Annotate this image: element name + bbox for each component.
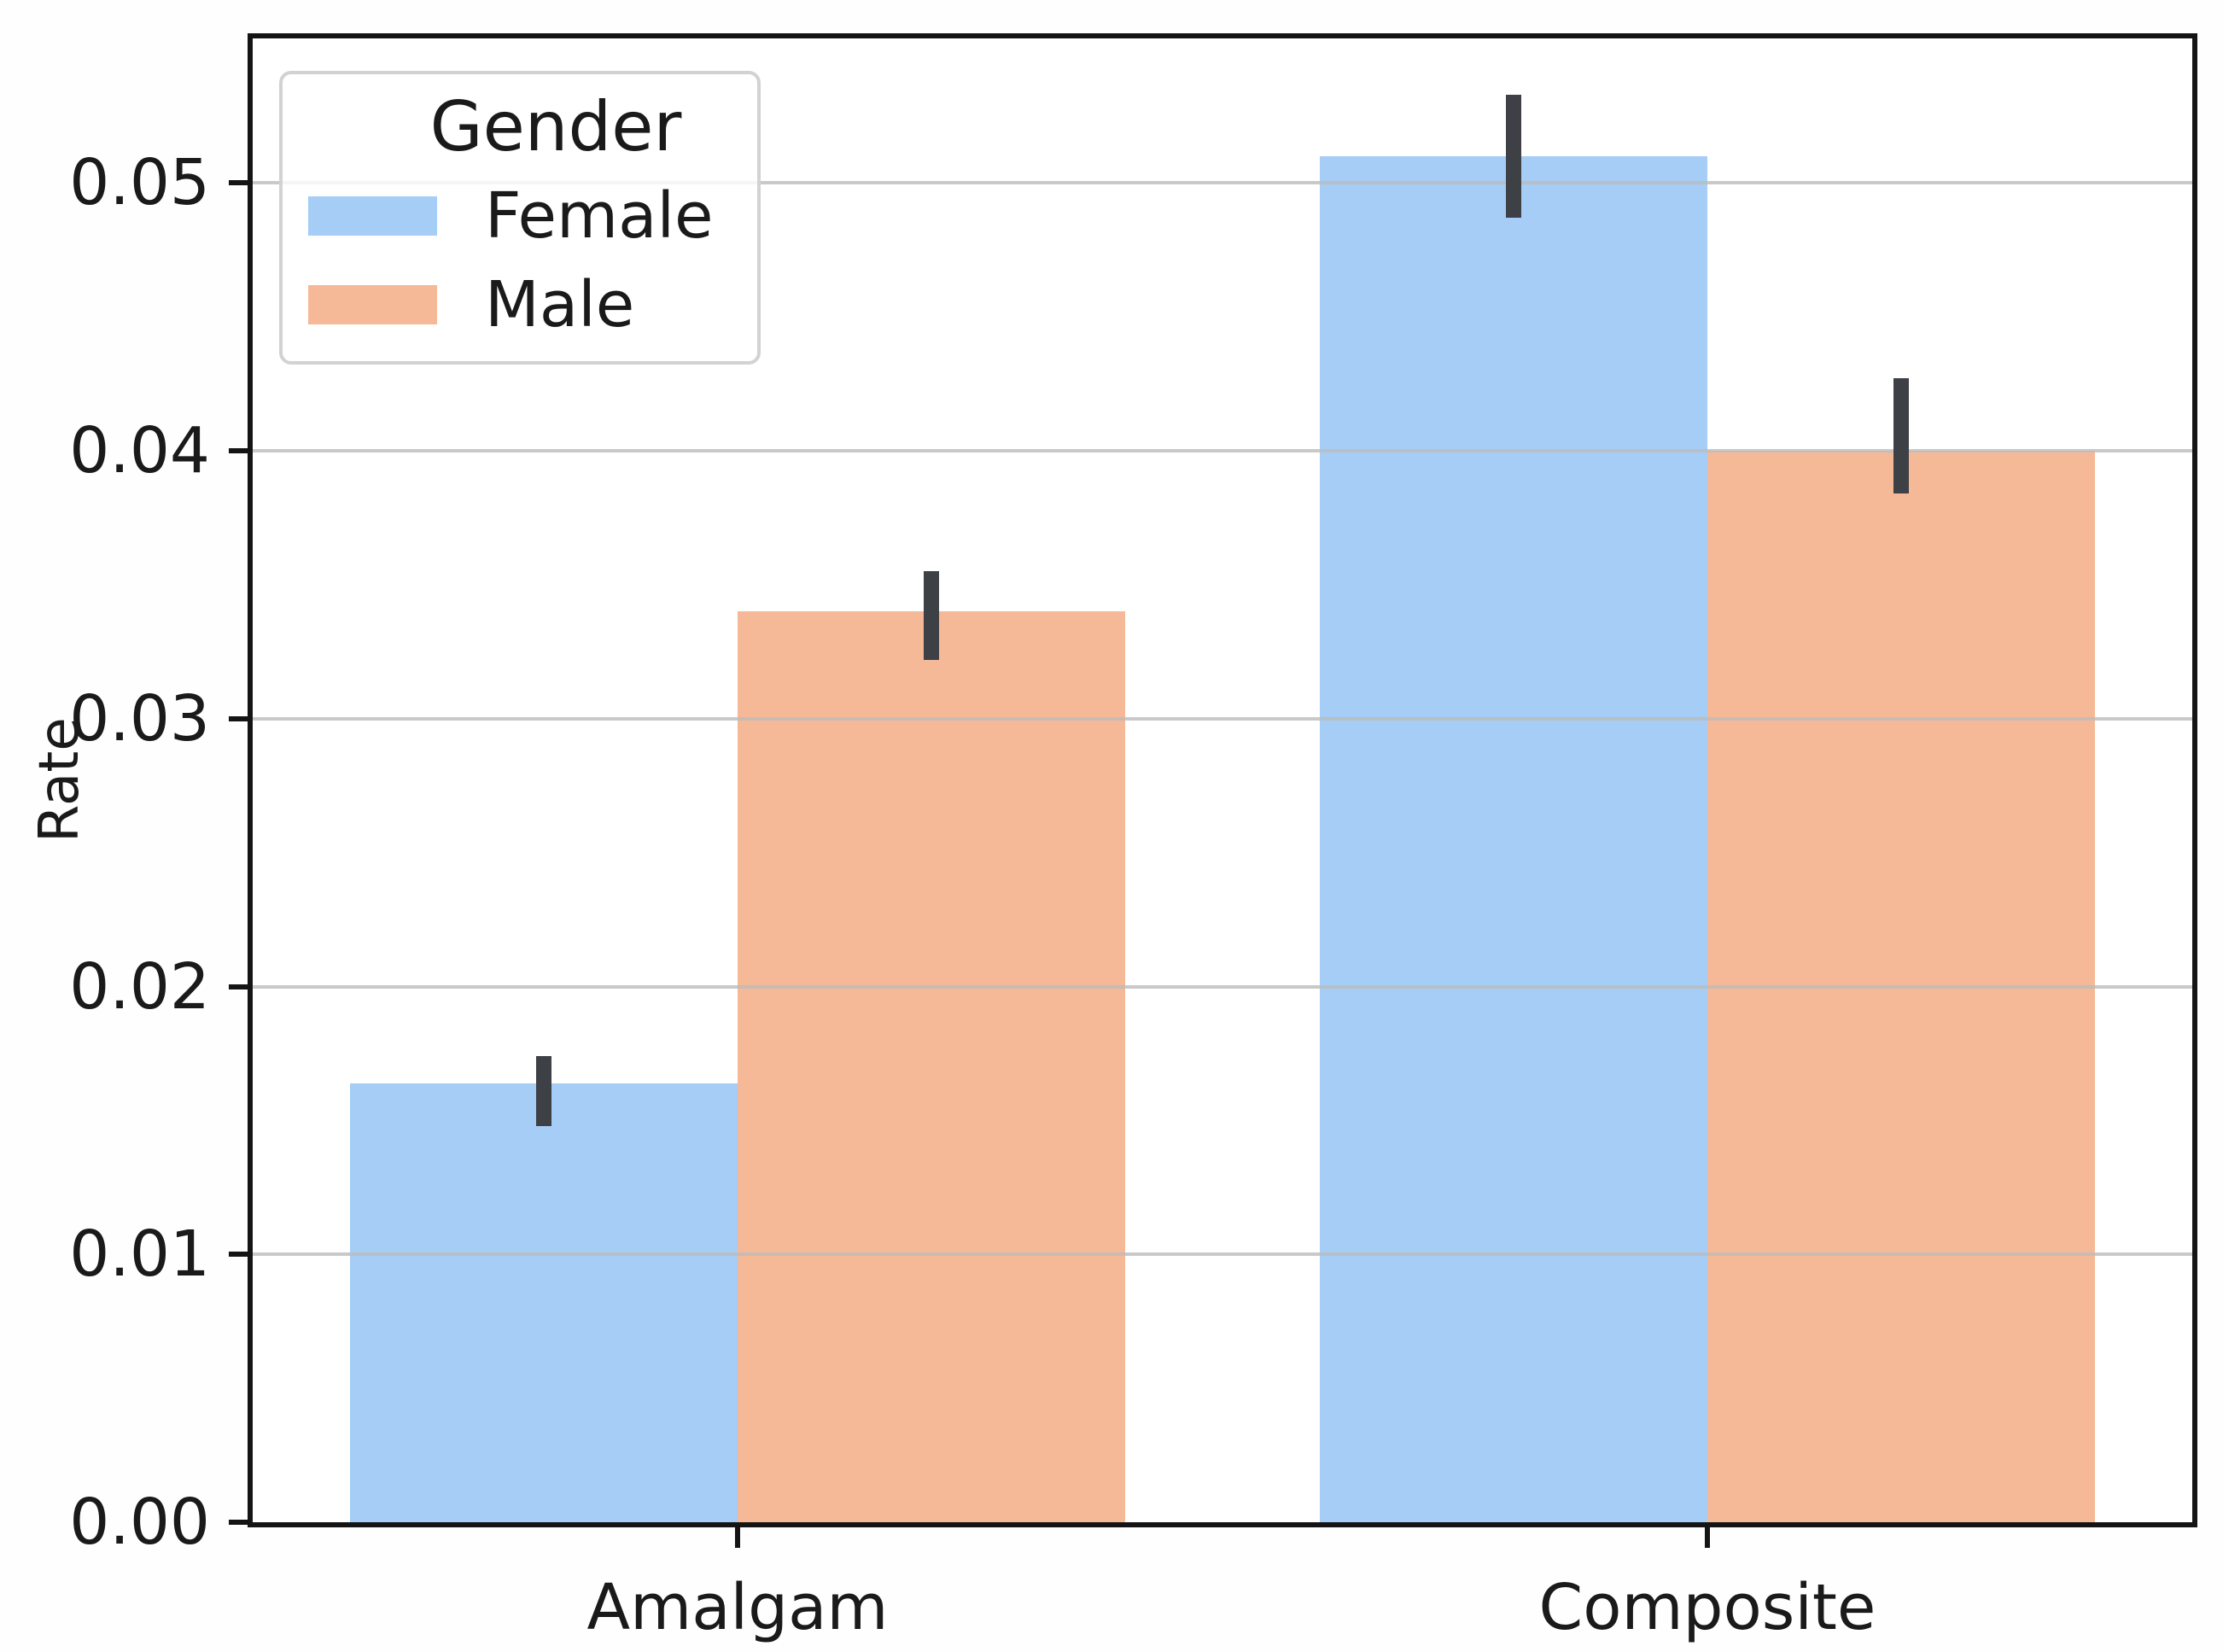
y-tick-label: 0.04 [69,414,210,488]
x-tick-mark [735,1522,740,1548]
gridline [253,716,2192,721]
x-tick-mark [1705,1522,1710,1548]
y-tick-label: 0.05 [69,146,210,220]
x-tick-label-composite: Composite [1538,1571,1876,1644]
y-tick-mark [229,984,253,989]
legend-title: Gender [429,87,682,166]
y-tick-label: 0.02 [69,949,210,1024]
legend-item: Female [283,175,757,257]
gridline [253,984,2192,989]
error-bar-composite-female [1505,94,1521,219]
error-bar-composite-male [1893,378,1910,494]
error-bar-amalgam-male [924,571,940,660]
legend-item-label: Male [485,268,635,341]
y-tick-mark [229,1520,253,1525]
error-bar-amalgam-female [535,1056,551,1126]
y-tick-mark [229,1252,253,1258]
x-tick-label-amalgam: Amalgam [586,1571,889,1644]
legend-swatch-female [308,196,437,236]
y-tick-label: 0.03 [69,681,210,756]
gridline [253,1252,2192,1257]
bar-amalgam-female [349,1083,738,1522]
bar-amalgam-male [738,611,1126,1522]
y-tick-mark [229,715,253,721]
legend-item-label: Female [485,179,714,253]
y-tick-mark [229,180,253,186]
bar-composite-female [1319,156,1707,1522]
gridline [253,181,2192,185]
plot-area: Rate 0.00 0.01 0.02 0.03 0.04 0.05 Amalgam Comp… [28,33,2197,1644]
y-tick-label: 0.00 [69,1486,210,1559]
y-tick-mark [229,448,253,454]
legend-swatch-male [308,285,437,324]
gridline [253,449,2192,453]
legend-item: Male [283,264,757,346]
y-tick-label: 0.01 [69,1217,210,1292]
y-axis-title: Rate [28,717,91,844]
legend: Gender Female Male [279,71,761,365]
